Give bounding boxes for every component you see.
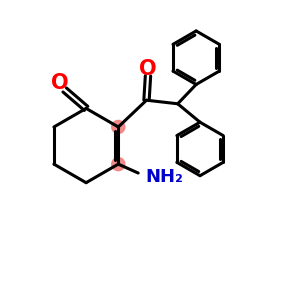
Circle shape bbox=[112, 158, 125, 171]
Circle shape bbox=[112, 120, 125, 134]
Text: O: O bbox=[51, 74, 69, 93]
Text: O: O bbox=[139, 59, 157, 79]
Text: NH₂: NH₂ bbox=[145, 168, 183, 186]
